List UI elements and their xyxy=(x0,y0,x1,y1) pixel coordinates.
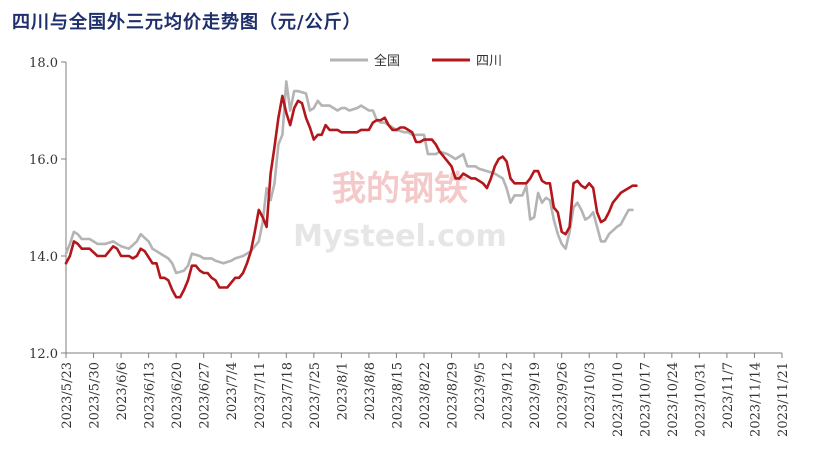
x-tick-label: 2023/9/26 xyxy=(556,362,571,429)
x-tick-label: 2023/10/10 xyxy=(611,362,626,437)
x-tick-label: 2023/11/14 xyxy=(748,362,763,437)
chart-title: 四川与全国外三元均价走势图（元/公斤） xyxy=(12,12,362,33)
series-line-1 xyxy=(64,94,638,299)
legend-label-0: 全国 xyxy=(374,53,400,69)
x-tick-label: 2023/9/5 xyxy=(473,362,488,420)
x-tick-label: 2023/8/22 xyxy=(418,362,433,429)
legend: 全国 四川 xyxy=(330,53,502,69)
x-tick-label: 2023/11/21 xyxy=(776,362,791,437)
y-tick-label: 12.0 xyxy=(29,347,58,362)
x-tick-label: 2023/5/30 xyxy=(88,362,103,429)
legend-label-1: 四川 xyxy=(476,54,502,69)
x-tick-label: 2023/9/12 xyxy=(501,362,516,429)
x-tick-label: 2023/5/23 xyxy=(60,362,75,429)
series-layer xyxy=(64,80,638,299)
x-tick-label: 2023/10/31 xyxy=(693,362,708,437)
x-tick-label: 2023/7/18 xyxy=(280,362,295,429)
x-tick-label: 2023/6/20 xyxy=(170,362,185,429)
y-tick-label: 18.0 xyxy=(29,56,58,71)
x-tick-label: 2023/7/4 xyxy=(225,362,240,420)
watermark: 我的钢铁 Mysteel.com xyxy=(293,169,507,254)
x-tick-label: 2023/8/29 xyxy=(446,362,461,429)
watermark-logo: 我的钢铁 xyxy=(332,169,468,209)
x-tick-label: 2023/8/15 xyxy=(390,362,405,429)
y-tick-label: 14.0 xyxy=(29,250,58,265)
chart-axes: 12.0 14.0 16.0 18.0 2023/5/23 2023/5/30 2023/6… xyxy=(29,56,791,437)
x-tick-label: 2023/7/25 xyxy=(308,362,323,429)
x-tick-label: 2023/8/1 xyxy=(335,362,350,420)
x-tick-label: 2023/10/17 xyxy=(638,362,653,437)
x-tick-label: 2023/10/3 xyxy=(583,362,598,429)
x-tick-label: 2023/7/11 xyxy=(253,362,268,429)
y-tick-label: 16.0 xyxy=(29,153,58,168)
x-tick-label: 2023/10/24 xyxy=(666,362,681,437)
watermark-url: Mysteel.com xyxy=(293,219,507,254)
x-tick-label: 2023/8/8 xyxy=(363,362,378,420)
x-tick-label: 2023/6/13 xyxy=(143,362,158,429)
x-tick-label: 2023/9/19 xyxy=(528,362,543,429)
x-tick-label: 2023/6/27 xyxy=(198,362,213,429)
x-tick-label: 2023/6/6 xyxy=(115,362,130,420)
series-line-0 xyxy=(64,80,634,275)
x-tick-label: 2023/11/7 xyxy=(721,362,736,429)
